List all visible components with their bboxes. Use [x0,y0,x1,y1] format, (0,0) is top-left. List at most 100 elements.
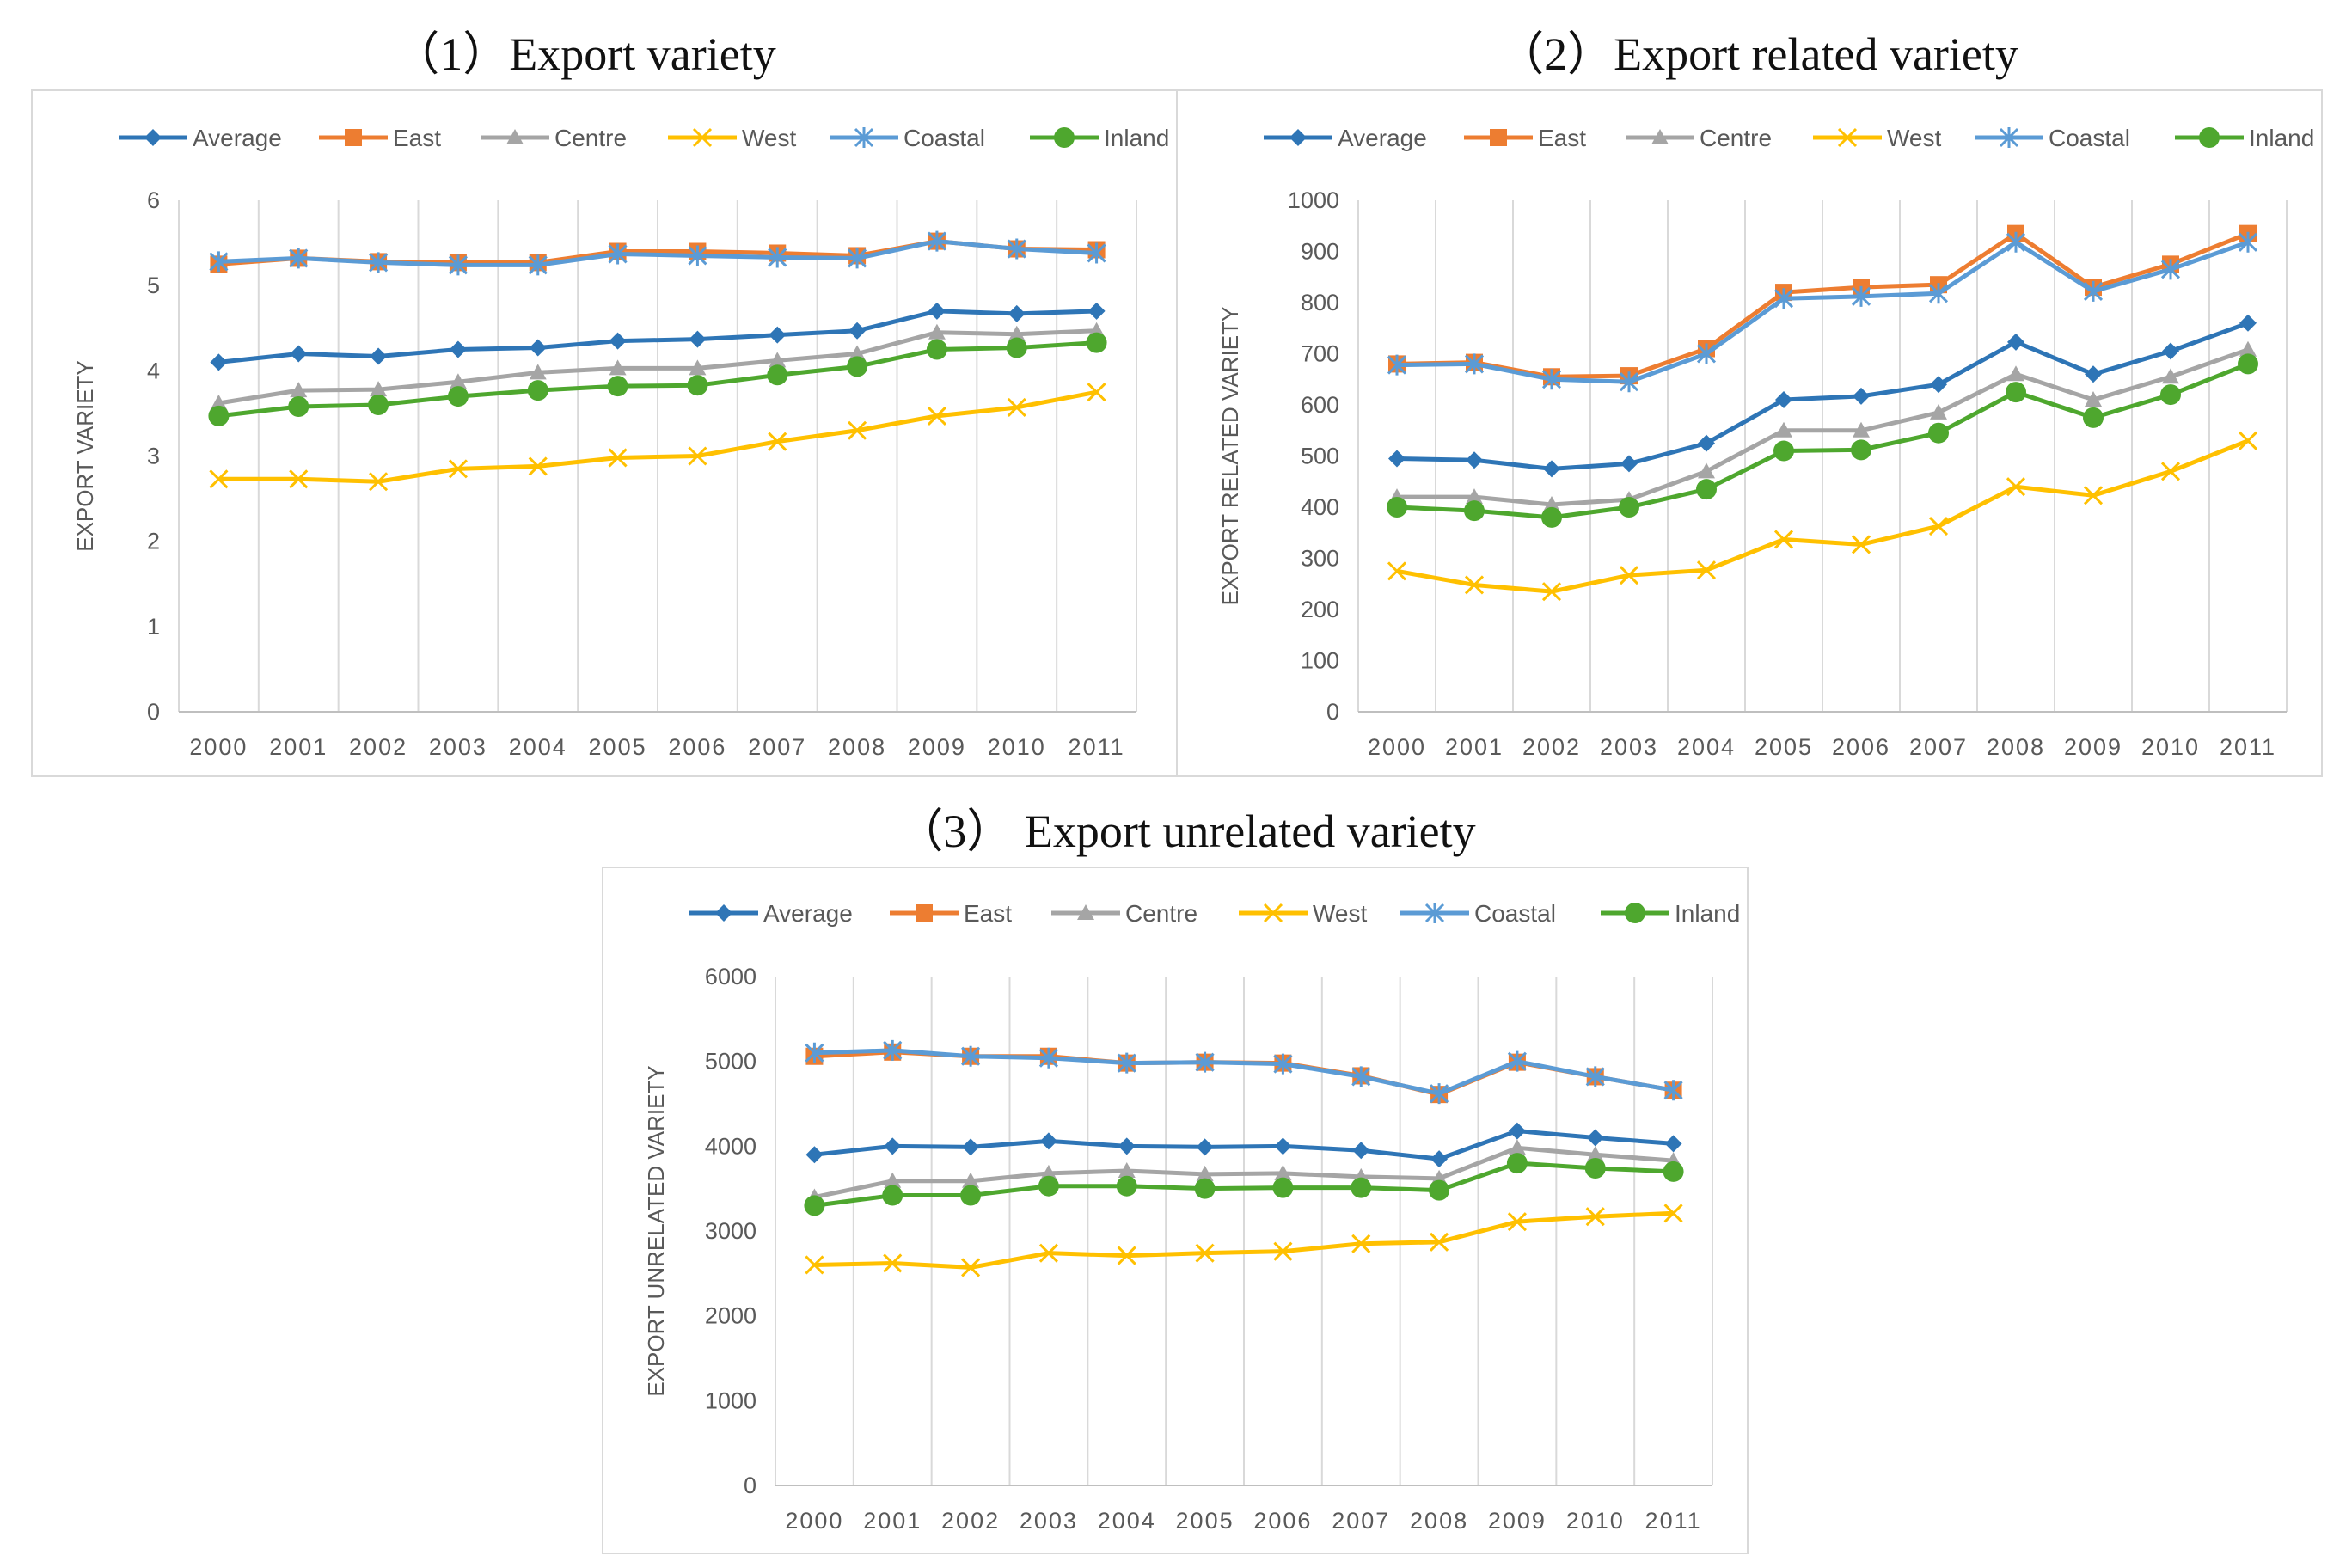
x-tick-label: 2001 [269,734,328,760]
legend-label: West [742,125,796,151]
data-point [1387,497,1407,518]
y-axis-label: EXPORT UNRELATED VARIETY [643,1065,669,1396]
data-point [209,251,229,273]
data-point [1853,387,1870,405]
data-point [1930,376,1947,394]
legend-label: East [1538,125,1586,151]
data-point [1619,497,1639,518]
data-point [447,386,469,407]
data-point [2083,407,2104,428]
data-point [609,332,627,350]
series-line [814,1210,1674,1270]
data-point [2238,353,2258,375]
series-line [814,1161,1674,1208]
data-point [449,373,467,389]
data-point [2083,280,2104,302]
legend-marker [1263,903,1283,923]
data-point [1585,1207,1605,1227]
data-point [1196,1138,1214,1156]
data-point [689,359,707,376]
data-point [1696,560,1717,580]
chart-2-panel: 0 100 200 300 400 500 600 700 800 900 1000 2000 2001… [1176,89,2323,777]
data-point [1351,1177,1372,1198]
data-point [1466,451,1483,469]
series-line [1396,231,2249,379]
data-point [529,339,547,357]
data-point [1006,337,1027,358]
data-point [882,1185,903,1206]
y-axis-label: EXPORT VARIETY [72,360,98,552]
data-point [1508,1139,1526,1155]
legend-label: Coastal [903,125,985,151]
data-point [1541,582,1562,602]
data-point [962,1138,980,1156]
series-line [1396,321,2249,471]
data-point [1086,332,1107,353]
y-tick-label: 1000 [1288,187,1339,213]
legend-item: Average [119,125,282,151]
y-tick-label: 6 [147,187,160,213]
data-point [1584,1157,1606,1179]
data-point [804,1195,825,1216]
data-point [1851,535,1871,554]
legend-marker [1077,904,1094,920]
data-point [1773,530,1794,549]
data-point [1273,1241,1293,1261]
y-axis-label: EXPORT RELATED VARIETY [1217,307,1243,606]
data-point [768,247,787,268]
series-line [1396,362,2249,520]
data-point [927,230,946,252]
data-point [961,1045,981,1067]
y-tick-label: 1 [147,614,160,640]
data-point [1038,1047,1058,1069]
data-point [1087,242,1106,264]
legend-marker [692,127,713,148]
chart-1-panel: 0 1 2 3 4 5 6 2000 2001 2002 2003 2004 2005 2006 2007 2… [31,89,1178,777]
data-point [210,353,228,371]
data-point [288,395,309,417]
x-tick-label: 2011 [1069,734,1125,760]
data-point [883,1039,903,1061]
data-point [928,323,946,340]
data-point [369,252,389,273]
x-tick-label: 2005 [1176,1508,1234,1534]
data-point [1541,506,1562,528]
data-point [1351,1234,1371,1253]
legend-item: West [1813,125,1941,151]
chart-3-plot: 0 1000 2000 3000 4000 5000 6000 2000 2001 2002 200… [643,900,1740,1534]
y-tick-label: 800 [1301,290,1339,315]
data-point [768,432,787,451]
legend-item: Inland [1601,900,1740,927]
data-point [289,469,309,489]
series-line [218,309,1097,364]
legend-label: West [1887,125,1941,151]
x-tick-label: 2011 [2220,734,2276,760]
series-west [1387,431,2258,602]
data-point [1429,1179,1450,1201]
y-tick-label: 600 [1301,392,1339,418]
y-tick-label: 300 [1301,546,1339,572]
x-tick-label: 2006 [1253,1508,1312,1534]
data-point [209,469,229,489]
x-tick-label: 2009 [908,734,966,760]
data-point [805,1255,824,1275]
data-point [1663,1161,1684,1182]
legend-label: Centre [554,125,627,151]
legend-label: East [964,900,1012,927]
data-point [1430,1232,1449,1252]
y-tick-label: 200 [1301,597,1339,622]
x-tick-label: 2008 [828,734,886,760]
legend-item: Coastal [1975,125,2130,151]
data-point [1196,1165,1214,1181]
data-point [607,376,628,397]
legend-marker [2199,127,2220,148]
data-point [289,248,309,269]
legend-item: East [1464,125,1586,151]
series-average [210,302,1106,371]
legend-item: Coastal [830,125,985,151]
data-point [1775,421,1792,438]
data-point [1087,383,1106,402]
y-tick-label: 0 [147,699,160,725]
series-line [1396,438,2249,594]
y-tick-label: 2000 [705,1303,756,1329]
